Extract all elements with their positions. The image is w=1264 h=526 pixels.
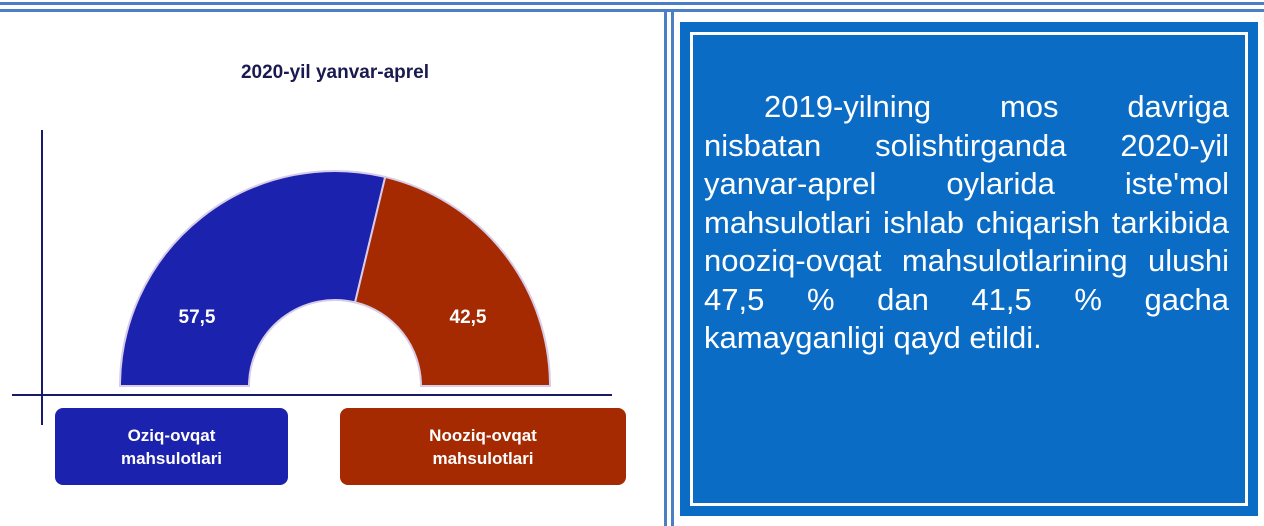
chart-title: 2020-yil yanvar-aprel [240, 62, 429, 83]
legend-label: Oziq-ovqat mahsulotlari [120, 425, 223, 468]
value-label: 42,5 [450, 307, 487, 328]
slice [118, 170, 387, 387]
value-label: 57,5 [179, 307, 216, 328]
note-frame [690, 32, 1248, 506]
note-panel: 2019-yilning mos davriga nisbatan solish… [680, 22, 1258, 516]
note-text: 2019-yilning mos davriga nisbatan solish… [704, 89, 1229, 355]
legend-label: Nooziq-ovqat mahsulotlari [429, 425, 537, 468]
slice [353, 175, 552, 387]
divider [671, 10, 674, 526]
legend-box: Oziq-ovqat mahsulotlari [55, 408, 288, 485]
top-border [0, 2, 1264, 5]
top-border [0, 9, 1264, 12]
divider [664, 10, 667, 526]
chart: 57,5 42,5 [12, 130, 612, 425]
legend-box: Nooziq-ovqat mahsulotlari [340, 408, 626, 485]
